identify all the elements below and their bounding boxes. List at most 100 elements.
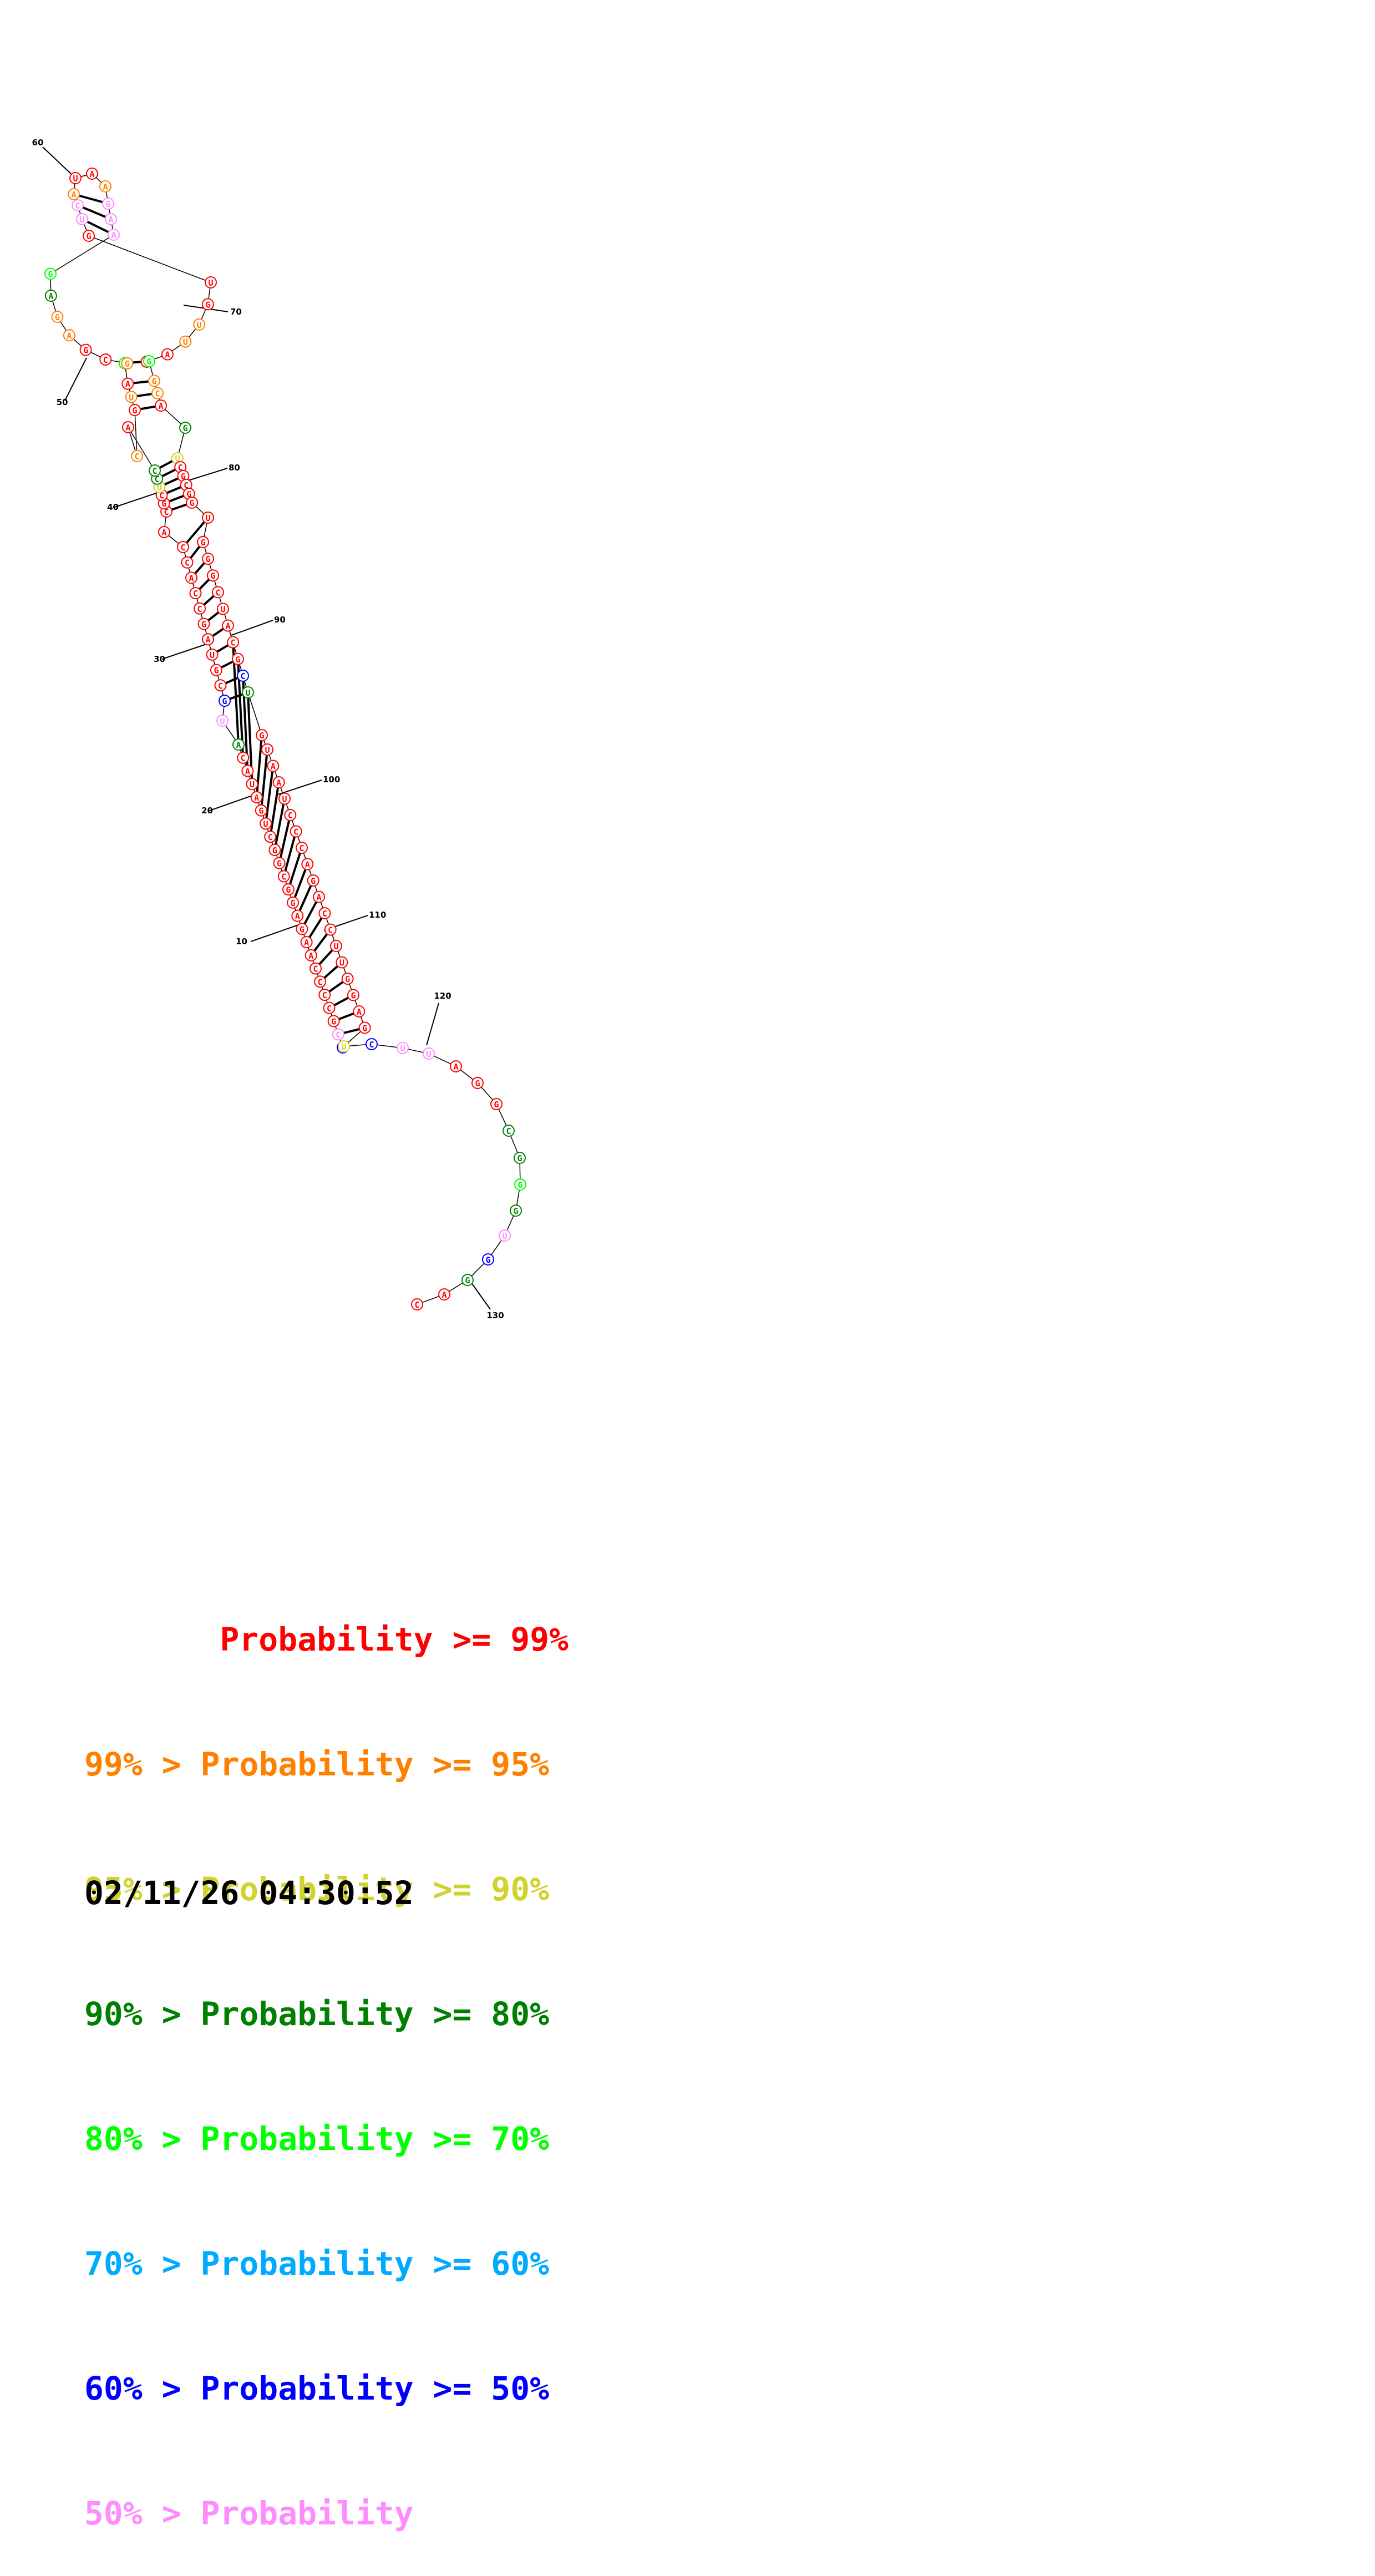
nucleotide-letter: G (48, 269, 53, 279)
tick-line-50 (64, 357, 87, 401)
nucleotide-circle (131, 450, 143, 462)
nucleotide-circle (202, 633, 214, 646)
base-pair-line (292, 863, 309, 903)
nucleotide-119: G (471, 1077, 484, 1089)
nucleotide-48: A (121, 377, 134, 390)
nucleotide-letter: A (71, 190, 76, 200)
nucleotide-118: A (450, 1060, 462, 1072)
nucleotide-113: G (358, 1021, 371, 1034)
nucleotide-letter: G (258, 806, 263, 816)
nucleotide-circle (122, 421, 134, 433)
nucleotide-circle (219, 695, 231, 707)
nucleotide-letter: A (67, 331, 72, 341)
nucleotide-letter: G (345, 974, 350, 984)
nucleotide-letter: A (276, 778, 281, 788)
nucleotide-30: A (202, 633, 214, 646)
nucleotide-67: A (44, 290, 57, 302)
base-pair-lines (73, 193, 366, 1049)
nucleotide-letter: G (300, 924, 305, 934)
nucleotide-letter: C (184, 480, 189, 490)
nucleotide-circle (250, 791, 263, 803)
nucleotide-125: U (499, 1229, 511, 1242)
nucleotide-circle (232, 738, 245, 751)
nucleotide-circle (179, 422, 191, 434)
nucleotide-82: G (182, 488, 195, 500)
nucleotide-letter: G (205, 554, 210, 564)
nucleotide-111: G (347, 989, 359, 1001)
nucleotide-letter: U (426, 1049, 431, 1059)
nucleotide-circle (514, 1178, 526, 1191)
nucleotide-4: C (323, 1001, 336, 1014)
nucleotide-13: G (282, 883, 295, 896)
nucleotide-circle (482, 1253, 494, 1266)
tick-label-70: 70 (230, 307, 242, 317)
nucleotide-circle (267, 760, 280, 772)
nucleotide-circle (125, 391, 138, 403)
nucleotide-letter: C (288, 811, 293, 821)
nucleotide-circle (194, 602, 206, 615)
nucleotide-letter: A (125, 423, 130, 433)
nucleotide-letter: G (55, 312, 60, 322)
nucleotide-letter: G (181, 472, 186, 482)
nucleotide-circle (99, 180, 111, 193)
nucleotide-110: G (341, 973, 354, 985)
legend-row-below-50: 50% > Probability (84, 2494, 414, 2532)
nucleotide-letter: G (517, 1153, 522, 1163)
base-pair-line (265, 766, 275, 824)
nucleotide-89: U (217, 603, 229, 615)
nucleotide-83: G (186, 497, 198, 509)
nucleotide-64: A (105, 213, 117, 225)
nucleotide-46: G (129, 404, 141, 416)
nucleotide-circle (232, 652, 244, 665)
nucleotide-letter: C (322, 990, 327, 1000)
nucleotide-circle (273, 857, 286, 869)
nucleotide-circle (242, 686, 254, 699)
tick-label-60: 60 (32, 138, 44, 148)
nucleotide-circle (296, 923, 308, 935)
nucleotide-54: G (201, 298, 214, 311)
nucleotide-letter: G (513, 1206, 518, 1216)
nucleotide-128: A (438, 1288, 450, 1300)
rna-structure-diagram: 10 20 30 40 50 60 70 80 90 100 110 120 1… (32, 138, 526, 1320)
nucleotide-3: G (327, 1015, 340, 1028)
nucleotide-letter: G (222, 696, 227, 706)
nucleotide-letter: C (281, 872, 286, 882)
nucleotide-25: U (216, 715, 229, 727)
nucleotide-93: C (237, 669, 249, 682)
nucleotide-73: G (143, 355, 155, 367)
nucleotide-circle (181, 556, 194, 569)
nucleotide-circle (300, 936, 313, 949)
nucleotide-circle (423, 1047, 435, 1060)
nucleotide-circle (121, 357, 134, 370)
nucleotide-106: C (318, 907, 331, 919)
nucleotide-circle (212, 586, 224, 599)
nucleotide-95: G (256, 729, 268, 741)
nucleotide-9: A (300, 936, 313, 949)
nucleotide-88: C (212, 586, 224, 599)
nucleotide-letter: U (220, 716, 225, 726)
nucleotide-2: C (332, 1028, 344, 1041)
nucleotide-letter: U (250, 780, 255, 789)
nucleotide-letter: A (357, 1007, 362, 1017)
nucleotide-circle (301, 858, 314, 871)
nucleotide-letter: A (236, 740, 241, 750)
nucleotide-circle (499, 1229, 511, 1242)
nucleotide-45: C (131, 450, 143, 462)
nucleotide-126: G (482, 1253, 494, 1266)
nucleotide-letter: G (105, 199, 110, 209)
nucleotide-circle (63, 329, 75, 342)
nucleotide-letter: G (277, 859, 282, 869)
nucleotide-letter: A (304, 938, 309, 948)
nucleotide-letter: C (328, 925, 333, 935)
nucleotide-letter: G (272, 846, 277, 856)
probability-legend: Probability >= 99% 99% > Probability >= … (84, 1536, 569, 2576)
backbone (50, 173, 521, 1305)
nucleotide-circle (201, 298, 214, 311)
nucleotide-letter: G (201, 620, 206, 630)
base-pair-line (296, 880, 314, 917)
nucleotide-circle (366, 1038, 378, 1050)
nucleotide-circle (189, 587, 202, 600)
nucleotide-108: U (330, 940, 342, 952)
nucleotide-19: G (255, 804, 267, 817)
nucleotide-letter: U (502, 1231, 507, 1241)
